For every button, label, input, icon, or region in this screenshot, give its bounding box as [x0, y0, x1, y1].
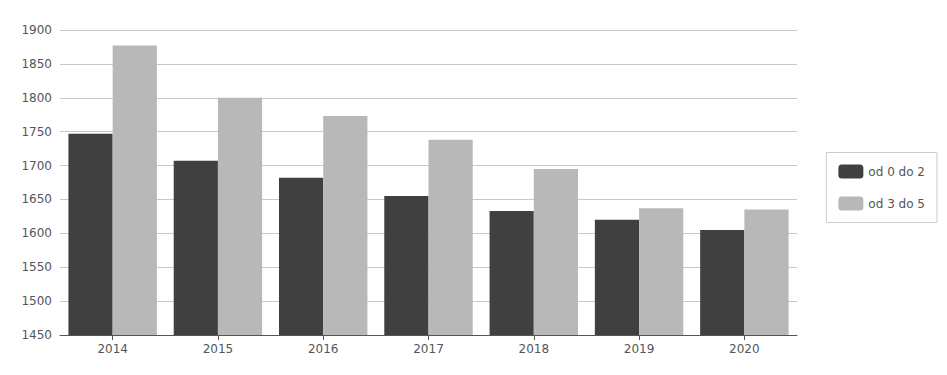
svg-text:1450: 1450: [21, 328, 52, 342]
svg-text:1700: 1700: [21, 159, 52, 173]
svg-text:2018: 2018: [519, 342, 550, 356]
svg-text:2014: 2014: [97, 342, 128, 356]
svg-text:1500: 1500: [21, 294, 52, 308]
svg-text:2020: 2020: [729, 342, 760, 356]
svg-text:2015: 2015: [203, 342, 234, 356]
svg-text:1750: 1750: [21, 125, 52, 139]
svg-text:1650: 1650: [21, 192, 52, 206]
svg-text:1850: 1850: [21, 57, 52, 71]
svg-text:1900: 1900: [21, 23, 52, 37]
svg-text:2019: 2019: [624, 342, 655, 356]
svg-text:2017: 2017: [413, 342, 444, 356]
svg-text:2016: 2016: [308, 342, 339, 356]
svg-text:1800: 1800: [21, 91, 52, 105]
svg-text:od 0 do 2: od 0 do 2: [868, 165, 925, 179]
svg-text:1600: 1600: [21, 226, 52, 240]
svg-text:od 3 do 5: od 3 do 5: [868, 197, 925, 211]
svg-text:1550: 1550: [21, 260, 52, 274]
